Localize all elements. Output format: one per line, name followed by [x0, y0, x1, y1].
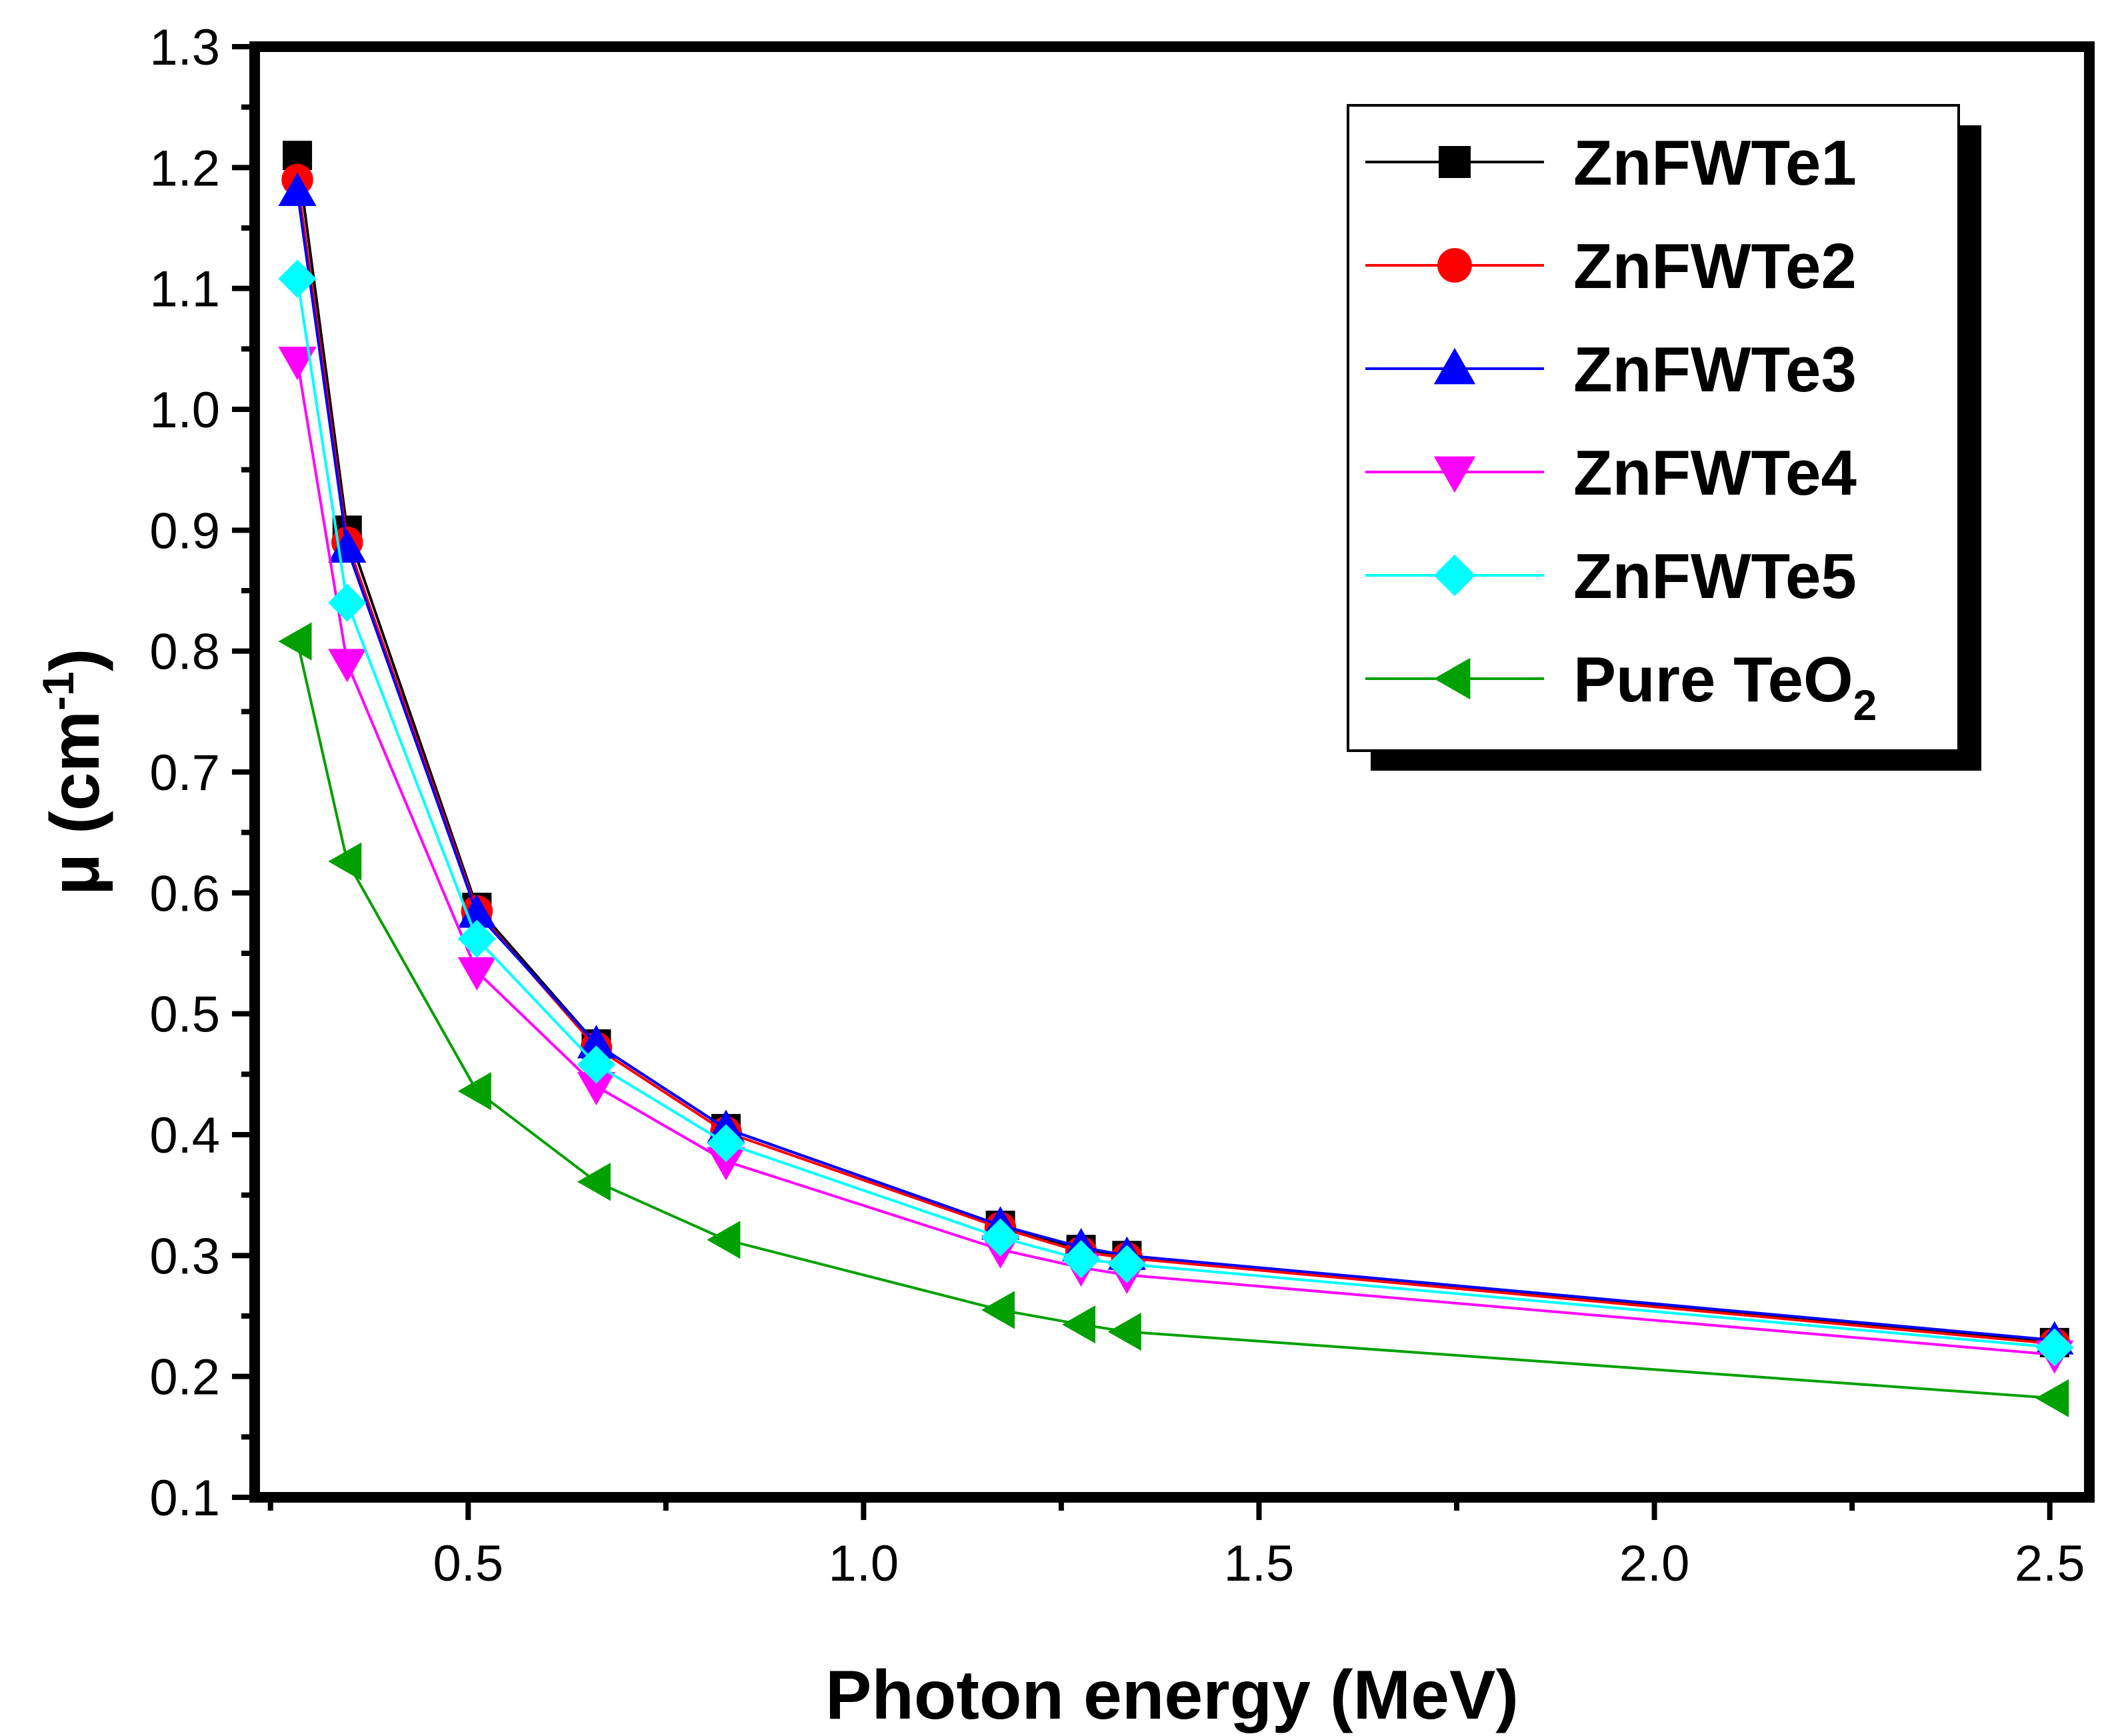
- legend-marker: [1439, 146, 1471, 178]
- series-layer: [278, 141, 2074, 1417]
- x-tick-label: 1.5: [1224, 1535, 1295, 1592]
- legend-label: ZnFWTe1: [1573, 127, 1857, 199]
- y-tick-label: 0.8: [149, 624, 220, 681]
- data-point: [457, 919, 496, 958]
- y-tick-label: 0.7: [149, 745, 220, 801]
- data-point: [328, 529, 367, 563]
- legend-label: ZnFWTe3: [1573, 334, 1857, 405]
- legend-box: [1347, 104, 1960, 752]
- data-point: [457, 957, 496, 991]
- y-tick-label: 1.2: [149, 140, 220, 197]
- data-point: [707, 1124, 745, 1163]
- legend-entry: ZnFWTe3: [1365, 334, 1857, 405]
- data-point: [278, 622, 312, 661]
- y-tick-label: 0.6: [149, 865, 220, 922]
- data-point: [328, 649, 367, 683]
- data-point: [2035, 1328, 2074, 1367]
- data-point: [1061, 1240, 1101, 1279]
- y-axis-title-main: μ (cm: [37, 711, 114, 895]
- legend-entry: Pure TeO2: [1365, 644, 1877, 729]
- data-point: [707, 1221, 741, 1259]
- legend-label: ZnFWTe2: [1573, 231, 1857, 302]
- data-point: [278, 347, 317, 381]
- data-point: [278, 259, 317, 298]
- data-point: [278, 173, 317, 207]
- data-point: [981, 1218, 1020, 1257]
- data-point: [577, 1072, 616, 1106]
- y-axis-title: μ (cm-1): [33, 649, 114, 896]
- data-point: [577, 1045, 616, 1084]
- y-tick-label: 0.5: [149, 987, 220, 1043]
- x-tick-label: 2.0: [1619, 1535, 1690, 1592]
- plot-frame: [249, 41, 2095, 1503]
- tick-labels: 0.1 0.2 0.3 0.4 0.5 0.6 0.7 0.8 0.9 1.0 1.1 1.2 1.3 0…: [149, 19, 2085, 1592]
- legend-marker: [1433, 554, 1476, 597]
- legend-entries: ZnFWTe1 ZnFWTe2 ZnFWTe3 ZnFWTe4 ZnFWTe5 Pure …: [1365, 127, 1877, 729]
- data-point: [457, 1072, 491, 1111]
- y-axis-title-close: ): [37, 649, 114, 672]
- series-6: [278, 622, 2069, 1417]
- data-point: [1061, 1305, 1096, 1344]
- legend-entry: ZnFWTe4: [1365, 437, 1857, 509]
- y-tick-label: 0.9: [149, 503, 220, 559]
- legend-marker: [1437, 248, 1472, 283]
- y-tick-label: 1.1: [149, 261, 220, 318]
- legend-entry: ZnFWTe5: [1365, 541, 1857, 612]
- data-point: [981, 1291, 1015, 1329]
- legend: ZnFWTe1 ZnFWTe2 ZnFWTe3 ZnFWTe4 ZnFWTe5 Pure …: [1347, 104, 1981, 771]
- data-point: [577, 1025, 616, 1059]
- y-tick-label: 0.1: [149, 1470, 220, 1527]
- y-axis-title-superscript: -1: [33, 671, 83, 711]
- x-tick-label: 0.5: [433, 1535, 503, 1592]
- data-point: [2035, 1379, 2069, 1417]
- series-5: [278, 259, 2074, 1367]
- y-tick-label: 1.0: [149, 382, 220, 439]
- legend-label: Pure TeO2: [1573, 644, 1877, 729]
- data-point: [328, 583, 367, 622]
- data-point: [328, 842, 362, 881]
- legend-marker: [1433, 657, 1471, 700]
- x-axis-title: Photon energy (MeV): [825, 1657, 1519, 1734]
- data-point: [577, 1163, 611, 1201]
- legend-label: ZnFWTe4: [1573, 437, 1857, 509]
- y-tick-label: 1.3: [149, 19, 220, 76]
- y-tick-label: 0.4: [149, 1107, 220, 1164]
- legend-entry: ZnFWTe2: [1365, 231, 1857, 302]
- legend-entry: ZnFWTe1: [1365, 127, 1857, 199]
- data-point: [1107, 1245, 1146, 1283]
- y-tick-label: 0.3: [149, 1228, 220, 1285]
- y-tick-label: 0.2: [149, 1349, 220, 1406]
- data-point: [457, 894, 496, 928]
- data-point: [707, 1147, 745, 1181]
- data-point: [1107, 1312, 1141, 1351]
- x-tick-label: 1.0: [829, 1535, 899, 1592]
- x-tick-label: 2.5: [2015, 1535, 2085, 1592]
- legend-marker: [1433, 456, 1476, 493]
- legend-marker: [1433, 347, 1476, 385]
- legend-label: ZnFWTe5: [1573, 541, 1857, 612]
